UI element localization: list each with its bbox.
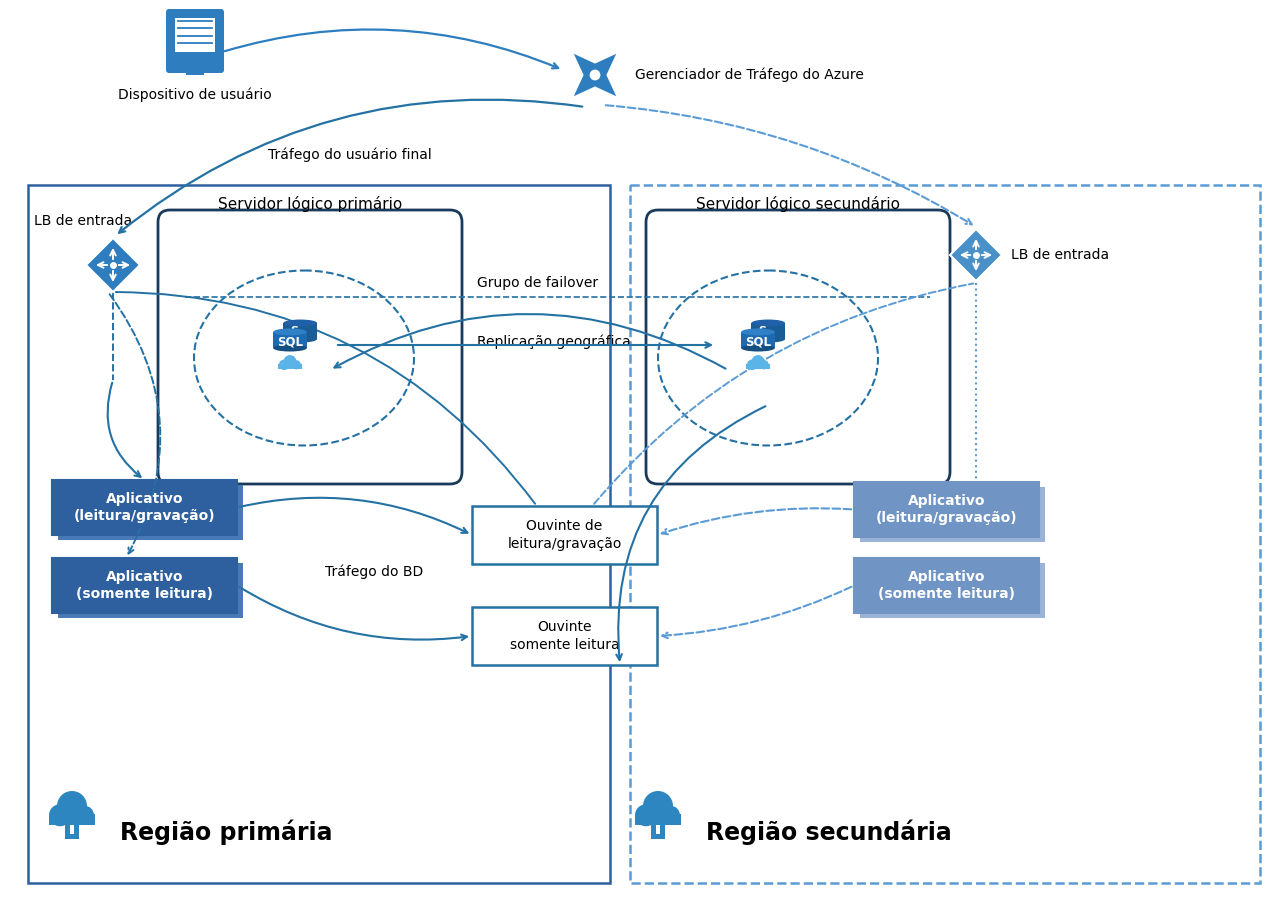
Bar: [651, 834, 665, 839]
Bar: [52, 480, 236, 535]
Polygon shape: [949, 229, 1002, 281]
Ellipse shape: [741, 345, 775, 352]
Circle shape: [50, 804, 71, 826]
Bar: [52, 558, 236, 613]
Bar: [472, 506, 657, 564]
Bar: [74, 825, 79, 839]
Ellipse shape: [273, 328, 306, 335]
Circle shape: [291, 360, 301, 369]
Bar: [860, 563, 1045, 618]
Text: Replicação geográfica: Replicação geográfica: [477, 335, 630, 349]
Text: LB de entrada: LB de entrada: [1010, 248, 1110, 262]
Bar: [636, 814, 681, 825]
Circle shape: [751, 356, 765, 368]
Bar: [660, 825, 665, 839]
Bar: [472, 607, 657, 665]
Bar: [273, 332, 306, 348]
Bar: [50, 814, 95, 825]
Text: S: S: [759, 326, 766, 336]
Polygon shape: [86, 238, 140, 292]
Bar: [854, 482, 1038, 537]
Text: Região primária: Região primária: [119, 819, 333, 845]
Bar: [58, 563, 243, 618]
Ellipse shape: [751, 320, 785, 326]
Text: SQL: SQL: [745, 335, 771, 348]
Text: Aplicativo
(somente leitura): Aplicativo (somente leitura): [878, 569, 1016, 601]
Bar: [65, 825, 70, 839]
Bar: [283, 323, 316, 339]
Text: Tráfego do usuário final: Tráfego do usuário final: [268, 148, 432, 163]
Circle shape: [636, 804, 657, 826]
Text: SQL: SQL: [277, 335, 302, 348]
Circle shape: [283, 356, 296, 368]
Bar: [651, 825, 656, 839]
Text: S: S: [291, 326, 299, 336]
Text: Tráfego do BD: Tráfego do BD: [325, 565, 423, 579]
FancyBboxPatch shape: [167, 9, 224, 73]
Bar: [174, 18, 215, 51]
Ellipse shape: [741, 328, 775, 335]
Bar: [278, 365, 301, 369]
Circle shape: [643, 791, 674, 821]
Bar: [186, 70, 205, 75]
Circle shape: [57, 791, 86, 821]
Text: Servidor lógico secundário: Servidor lógico secundário: [697, 196, 900, 212]
Circle shape: [760, 360, 769, 369]
Text: Aplicativo
(leitura/gravação): Aplicativo (leitura/gravação): [74, 492, 215, 523]
Circle shape: [661, 806, 680, 824]
Text: Aplicativo
(leitura/gravação): Aplicativo (leitura/gravação): [876, 494, 1017, 526]
Text: Dispositivo de usuário: Dispositivo de usuário: [118, 88, 272, 102]
Bar: [169, 59, 221, 70]
Text: Ouvinte
somente leitura: Ouvinte somente leitura: [510, 621, 619, 652]
Circle shape: [75, 806, 94, 824]
Text: Grupo de failover: Grupo de failover: [477, 276, 599, 290]
Bar: [741, 332, 775, 348]
Text: Aplicativo
(somente leitura): Aplicativo (somente leitura): [76, 569, 214, 601]
Circle shape: [747, 359, 758, 370]
Bar: [854, 558, 1038, 613]
Polygon shape: [573, 54, 616, 96]
Ellipse shape: [283, 320, 316, 326]
Text: Ouvinte de
leitura/gravação: Ouvinte de leitura/gravação: [507, 519, 622, 550]
Text: Região secundária: Região secundária: [705, 819, 952, 845]
Bar: [630, 185, 1260, 883]
Circle shape: [590, 69, 600, 80]
Text: Gerenciador de Tráfego do Azure: Gerenciador de Tráfego do Azure: [636, 68, 864, 82]
Bar: [860, 487, 1045, 542]
Bar: [746, 365, 769, 369]
Text: Servidor lógico primário: Servidor lógico primário: [217, 196, 402, 212]
Ellipse shape: [283, 335, 316, 343]
Bar: [58, 485, 243, 540]
Ellipse shape: [273, 345, 306, 352]
Bar: [28, 185, 610, 883]
Bar: [65, 834, 79, 839]
Circle shape: [278, 359, 290, 370]
Text: LB de entrada: LB de entrada: [34, 214, 132, 228]
Bar: [751, 323, 785, 339]
Ellipse shape: [751, 335, 785, 343]
